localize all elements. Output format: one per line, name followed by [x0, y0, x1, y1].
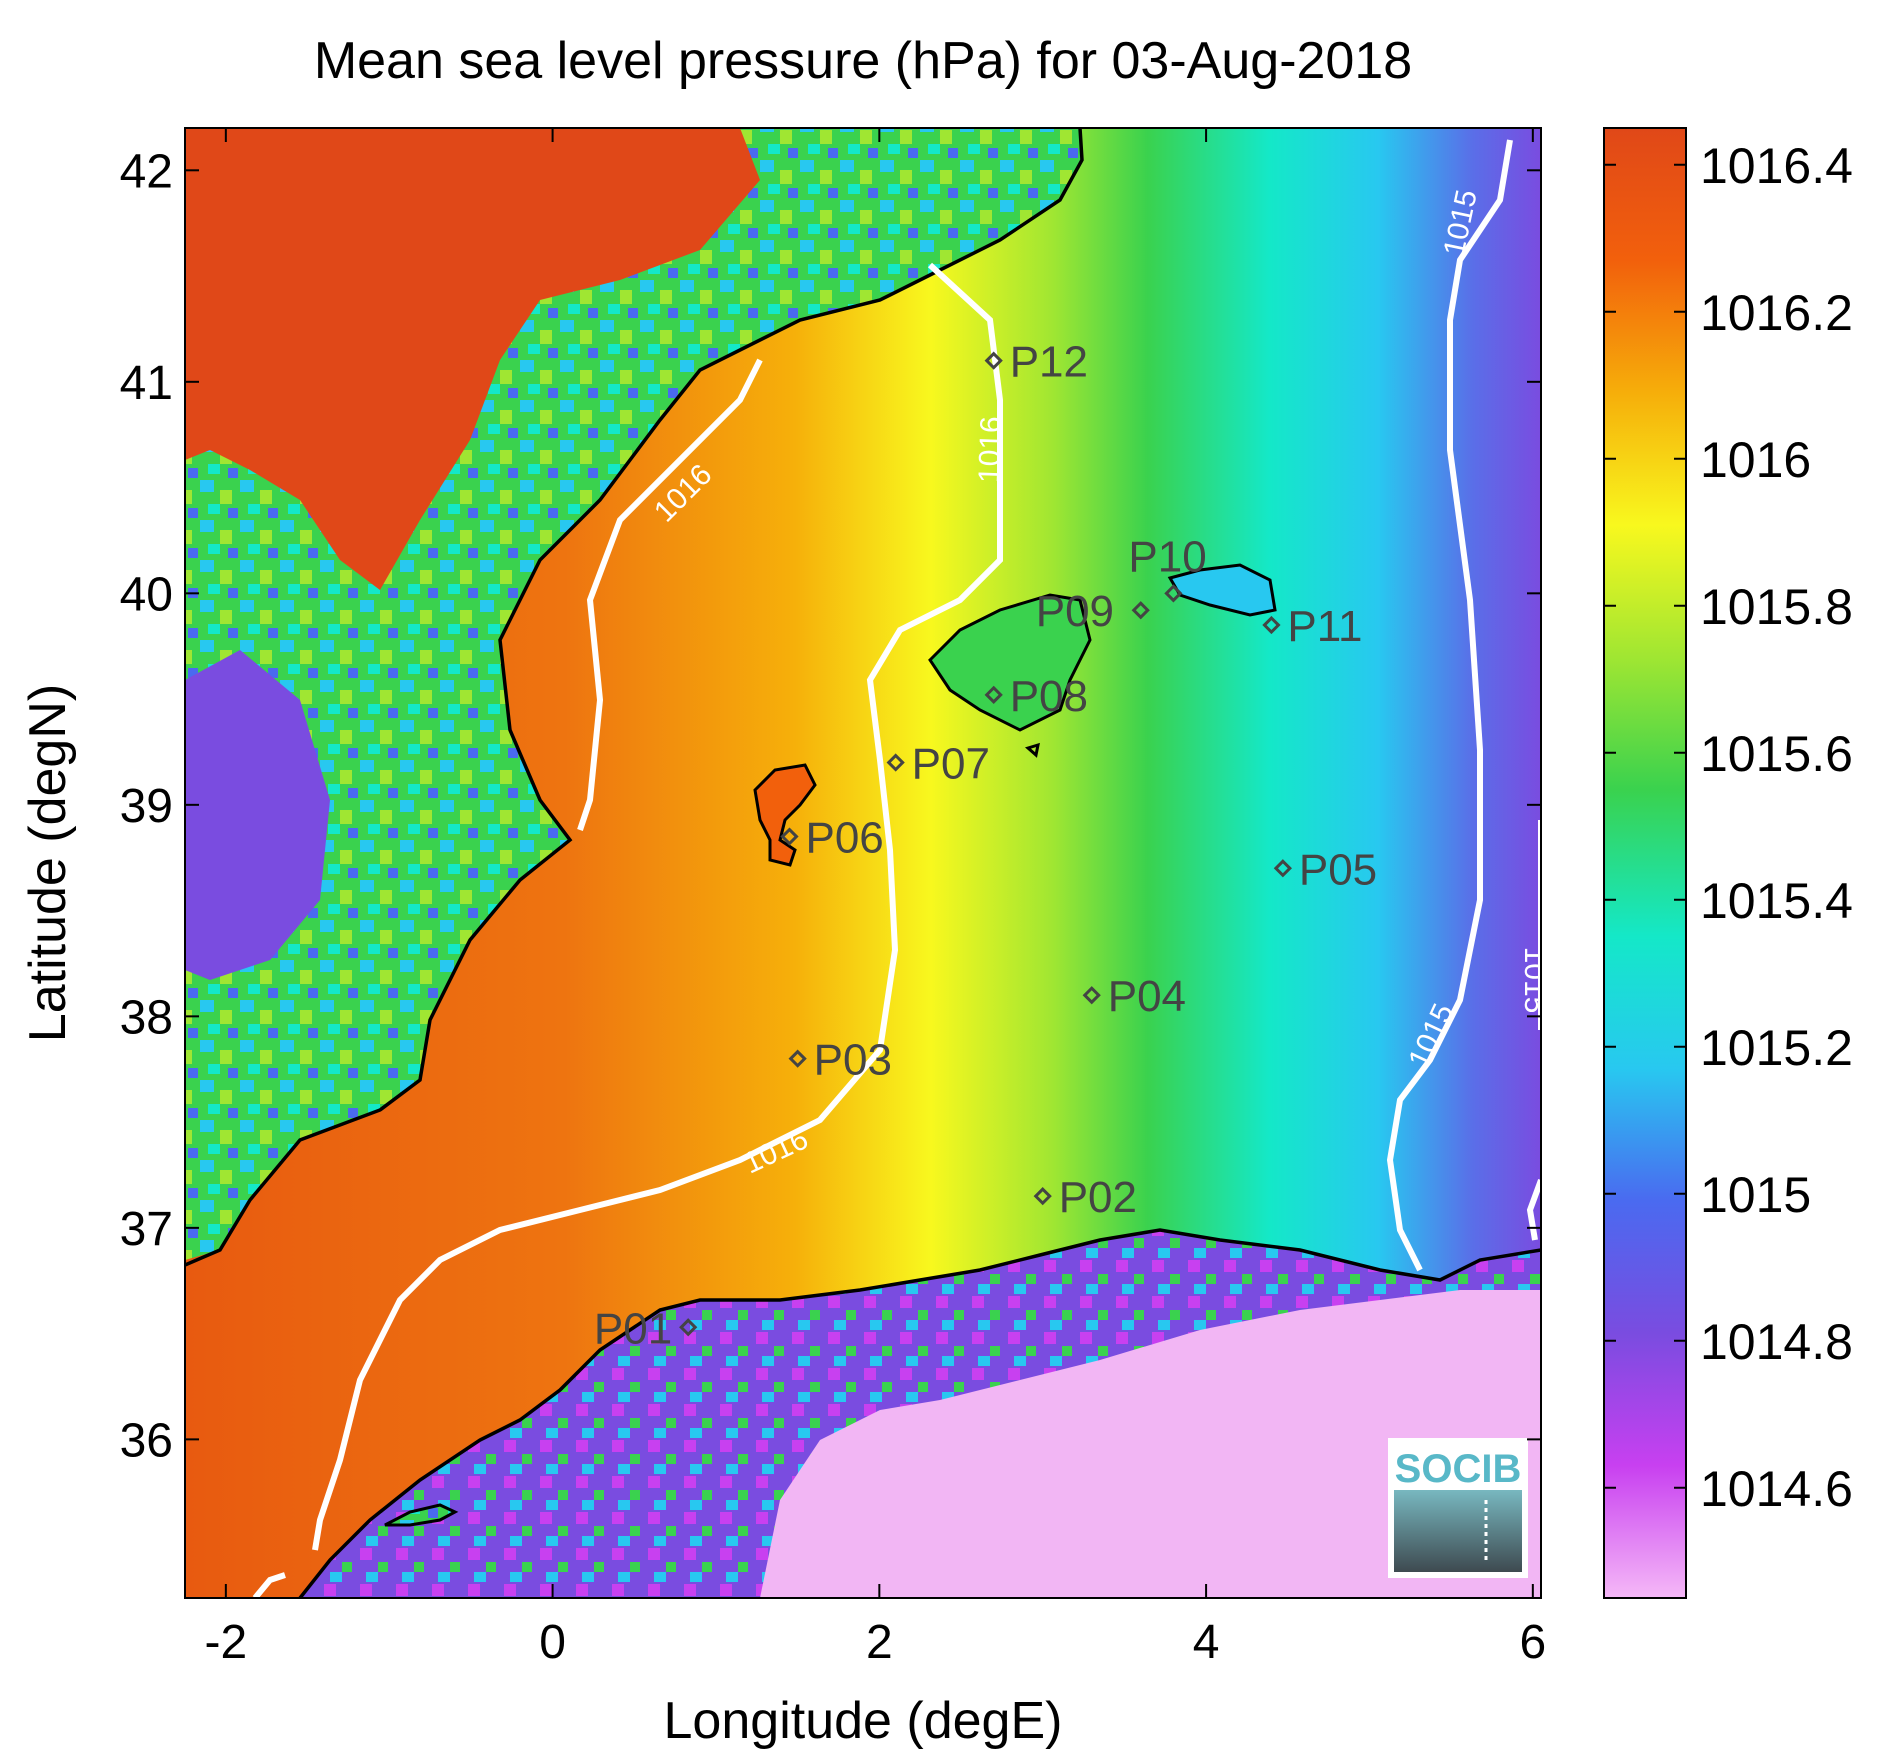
- colorbar: [1603, 127, 1687, 1599]
- station-marker: [984, 351, 1003, 370]
- contour-label: 1015: [1518, 947, 1551, 1014]
- station-label: P09: [1036, 587, 1114, 636]
- station-marker: [886, 753, 905, 772]
- station-marker: [1164, 584, 1183, 603]
- station-label: P08: [1010, 672, 1088, 721]
- station-label: P07: [912, 740, 990, 789]
- station-point: P06: [780, 814, 884, 863]
- station-marker: [788, 1049, 807, 1068]
- station-marker: [1262, 615, 1281, 635]
- contour-1016-central: [312, 262, 1003, 1551]
- y-axis-ticks: 36 37 38 39 40 41 42: [120, 145, 1541, 1467]
- y-tick-label: 39: [120, 780, 173, 833]
- x-axis-ticks: -2 0 2 4 6: [204, 128, 1546, 1669]
- map-plot-area: 1016 1016 1016 1015 1015 1015 P01P02P03P…: [185, 128, 1551, 1598]
- station-points: P01 P02 P03 P04 P05 P06 P07 P08 P09 P10 P11 P12: [594, 338, 1377, 1354]
- menorca-island: [1167, 563, 1277, 617]
- colorbar-tick-label: 1014.8: [1700, 1314, 1853, 1370]
- x-tick-label: 4: [1193, 1616, 1220, 1669]
- socib-logo-text: SOCIB: [1395, 1447, 1522, 1491]
- mallorca-island: [928, 593, 1092, 732]
- colorbar-tick-label: 1016.2: [1700, 285, 1853, 341]
- station-marker: [1082, 986, 1101, 1005]
- colorbar-tick-label: 1015.4: [1700, 873, 1853, 929]
- station-point: P08: [984, 672, 1088, 721]
- y-tick-label: 40: [120, 568, 173, 621]
- plot-frame: [184, 127, 1542, 1599]
- station-point: P02: [1033, 1173, 1137, 1222]
- station-label: P01: [594, 1304, 672, 1353]
- station-marker: [780, 827, 799, 846]
- y-axis-label: Latitude (degN): [19, 684, 77, 1042]
- y-tick-label: 41: [120, 357, 173, 410]
- station-marker: [1131, 601, 1150, 620]
- station-point: P03: [788, 1036, 892, 1085]
- y-tick-label: 37: [120, 1203, 173, 1256]
- y-tick-label: 36: [120, 1414, 173, 1467]
- station-point: P11: [1262, 602, 1362, 651]
- station-label: P11: [1287, 602, 1362, 651]
- x-tick-label: -2: [204, 1616, 247, 1669]
- x-axis-label: Longitude (degE): [664, 1692, 1063, 1750]
- colorbar-tick-label: 1015.2: [1700, 1020, 1853, 1076]
- colorbar-tick-label: 1015.8: [1700, 579, 1853, 635]
- iberia-plateau: [185, 128, 760, 590]
- station-marker: [679, 1318, 698, 1337]
- y-tick-label: 42: [120, 145, 173, 198]
- station-marker: [984, 685, 1003, 704]
- africa-pink-zone: [760, 1290, 1541, 1598]
- x-tick-label: 0: [539, 1616, 566, 1669]
- africa-coastline: [298, 1228, 1541, 1598]
- station-point: P10: [1128, 532, 1207, 603]
- station-label: P02: [1059, 1173, 1137, 1222]
- colorbar-tick-label: 1015.6: [1700, 726, 1853, 782]
- contour-label: 1016: [973, 416, 1008, 484]
- colorbar-tick-label: 1016: [1700, 432, 1811, 488]
- station-point: P12: [984, 338, 1088, 387]
- iberia-coastline: [185, 128, 1084, 1267]
- station-label: P03: [814, 1036, 892, 1085]
- station-marker: [1033, 1187, 1052, 1206]
- station-point: P01: [594, 1304, 698, 1353]
- contour-1016-west: [577, 358, 763, 831]
- station-point: P09: [1036, 587, 1150, 636]
- contour-1016-sw: [252, 1572, 286, 1598]
- station-label: P06: [805, 814, 883, 863]
- station-label: P05: [1299, 845, 1377, 894]
- station-point: P05: [1273, 845, 1377, 894]
- station-point: P04: [1082, 972, 1186, 1021]
- y-tick-label: 38: [120, 991, 173, 1044]
- station-point: P07: [886, 740, 990, 789]
- colorbar-tick-label: 1014.6: [1700, 1461, 1853, 1517]
- x-tick-label: 2: [866, 1616, 893, 1669]
- chart-title: Mean sea level pressure (hPa) for 03-Aug…: [314, 32, 1412, 90]
- colorbar-ticks: 1014.6 1014.8 1015 1015.2 1015.4 1015.6 1015.8…: [1604, 138, 1853, 1517]
- socib-logo: SOCIB: [1388, 1438, 1528, 1578]
- cabrera-island: [1024, 742, 1040, 758]
- contour-1015-east: [1386, 139, 1513, 1272]
- station-label: P10: [1128, 532, 1206, 581]
- colorbar-tick-label: 1016.4: [1700, 138, 1853, 194]
- colorbar-tick-label: 1015: [1700, 1167, 1811, 1223]
- iberia-violet-patch: [185, 650, 330, 980]
- station-marker: [1273, 859, 1292, 878]
- station-label: P12: [1010, 338, 1088, 387]
- station-label: P04: [1108, 972, 1186, 1021]
- ibiza-island: [753, 763, 817, 867]
- contour-1015-se: [1526, 1178, 1541, 1241]
- x-tick-label: 6: [1519, 1616, 1546, 1669]
- alboran-island: [384, 1503, 459, 1527]
